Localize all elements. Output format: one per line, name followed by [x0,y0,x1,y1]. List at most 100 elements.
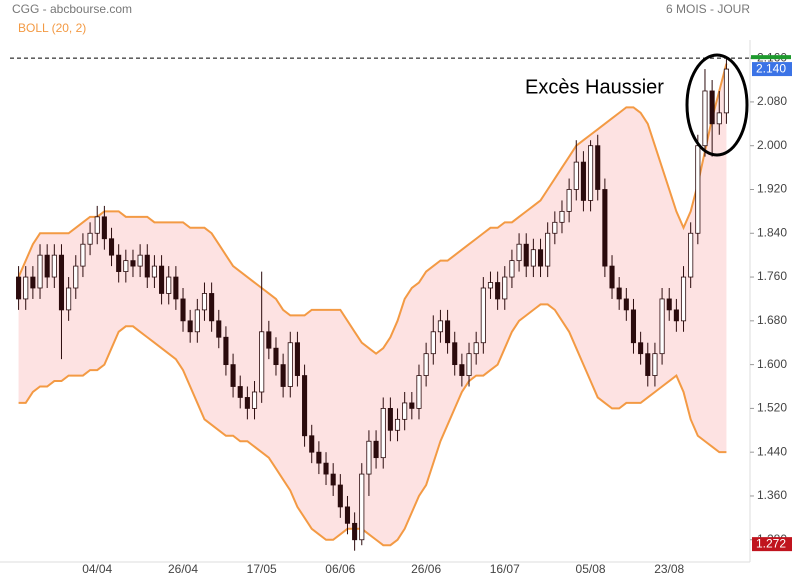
candle-body [108,238,115,256]
candle-body [638,342,644,355]
candle-body [645,353,651,376]
candle-body [588,145,594,201]
candle-body [430,331,436,355]
x-tick-label: 04/04 [82,562,112,576]
x-tick-label: 06/06 [325,562,355,576]
band-line [17,63,728,355]
candle-body [201,293,208,311]
price-marker-label: 2.140 [756,61,786,75]
candle-body [23,276,29,300]
annotation: Excès Haussier [525,76,664,98]
candle-body [437,320,443,333]
candle-body [123,260,129,272]
candle-body [66,287,72,311]
candle-body [323,462,329,475]
candle-body [509,260,515,278]
price-marker-label: 1.272 [756,536,786,550]
chart-title: CGG - abcbourse.com [12,2,132,16]
candle-body [287,342,293,387]
candle-body [316,451,322,464]
candle-body [251,391,258,409]
candle-body [423,353,429,376]
candle-body [187,320,193,333]
candle-body [309,435,315,453]
candle-body [144,254,150,278]
candle-body [58,254,65,311]
candle-body [16,276,22,300]
y-tick-label: 2.000 [757,138,787,152]
candle-body [452,342,458,366]
candle-body [151,265,157,278]
candle-body [459,364,465,376]
candle-body [273,347,279,366]
candle-body [87,232,93,245]
candle-body [595,145,601,190]
candle-body [580,161,586,201]
candle-body [266,331,272,349]
x-tick-label: 26/04 [168,562,198,576]
candle-body [244,397,250,409]
candle-body [516,243,522,262]
candle-body [80,243,86,267]
x-tick-label: 17/05 [247,562,277,576]
y-tick-label: 1.520 [757,401,787,415]
legend-entry: BOLL (20, 2) [18,21,86,35]
candle-body [380,408,386,459]
candle-body [259,331,265,393]
candle-body [173,276,179,300]
candle-body [709,90,715,125]
candle-body [680,276,687,322]
candle-body [573,161,579,190]
candle-body [387,408,393,431]
candle-body [94,216,100,234]
candle-body [51,254,57,278]
candle-body [659,298,665,355]
y-tick-label: 1.920 [757,182,787,196]
candle-body [73,265,79,289]
candle-body [609,265,615,289]
candle-body [209,293,215,322]
band-line [18,303,727,547]
price-marker [752,62,792,77]
x-tick-label: 16/07 [490,562,520,576]
candle-body [294,342,300,376]
candle-body [530,249,536,267]
candle-body [366,440,372,475]
candle-body [487,282,494,289]
candle-body [702,90,708,147]
candle-body [302,375,308,437]
candle-body [566,189,572,212]
candle-body [416,375,422,409]
candle-body [330,473,336,486]
candle-body [394,418,401,431]
candle-body [523,243,529,267]
candle-body [159,265,165,294]
y-tick-label: 1.760 [757,269,787,283]
y-tick-label: 1.600 [757,357,787,371]
candle-body [344,506,351,524]
candle-body [216,320,222,338]
candle-body [716,112,722,125]
candle-body [630,309,637,344]
candle-body [537,249,544,267]
y-tick-label: 1.440 [757,444,787,458]
candle-body [552,221,558,234]
candle-body [37,254,43,289]
candle-body [194,309,200,333]
annotation-ellipse [685,53,749,157]
candle-body [602,189,608,267]
candle-body [116,254,122,272]
candle-body [280,364,286,387]
candle-body [495,282,501,300]
candle-body [166,276,172,294]
candle-body [445,320,451,344]
candle-body [223,336,229,366]
candle-body [688,232,694,278]
candle-body [180,298,186,322]
candle-body [101,216,107,240]
candle-body [623,298,629,311]
y-tick-label: 1.680 [757,313,787,327]
candle-body [652,353,658,376]
candle-body [473,342,479,355]
candle-body [44,254,50,278]
